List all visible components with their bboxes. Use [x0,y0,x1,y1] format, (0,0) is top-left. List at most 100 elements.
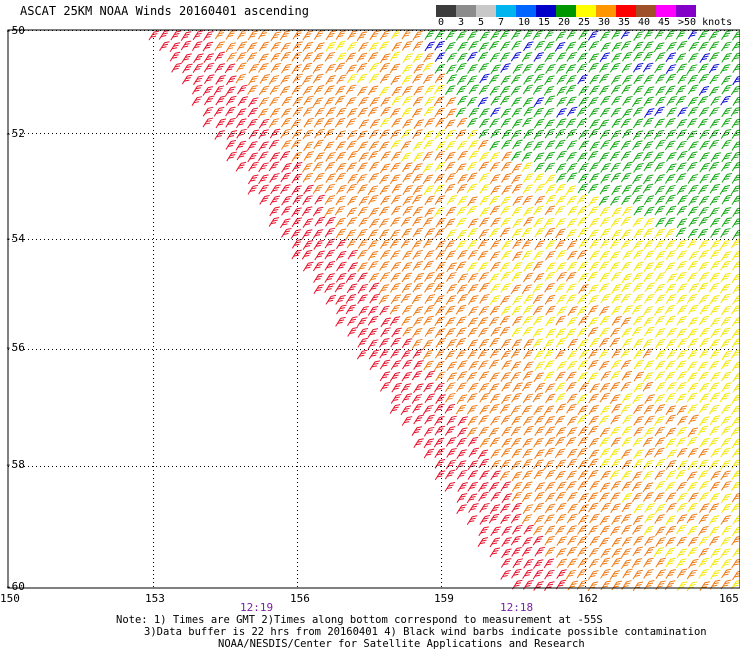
wind-barb [389,51,401,62]
wind-barb [567,306,578,316]
wind-barb [523,338,535,349]
wind-barb [653,547,665,557]
wind-barb [655,217,666,228]
wind-barb [303,151,314,161]
wind-barb [644,427,655,438]
wind-barb [390,29,402,40]
wind-barb [589,480,600,491]
wind-barb [543,217,555,228]
wind-barb [577,40,588,51]
wind-barb [555,579,567,590]
wind-barb [676,524,687,535]
wind-barb [424,271,435,282]
wind-barb [631,492,643,503]
wind-barb [611,548,622,558]
wind-barb [687,272,698,283]
wind-barb [555,217,567,228]
wind-barb [600,580,611,591]
wind-barb [710,569,721,580]
wind-barb [654,416,665,426]
wind-barb [346,108,358,118]
wind-barb [457,482,468,492]
wind-barb [380,327,391,338]
wind-barb [280,74,291,85]
wind-barb [544,383,556,393]
wind-barb [534,195,545,206]
wind-barb [687,382,699,393]
wind-barb [478,85,490,95]
wind-barb [533,250,544,261]
wind-barb [468,140,479,150]
wind-barb [391,117,402,128]
wind-barb [467,470,479,480]
wind-barb [676,150,688,161]
wind-barb [357,206,369,217]
wind-barb [677,460,688,471]
wind-barb [325,107,336,117]
wind-barb [588,404,599,415]
wind-barb [655,569,667,579]
wind-barb [600,42,611,53]
wind-barb [697,470,709,480]
wind-barb [545,184,556,194]
wind-barb [655,537,666,547]
wind-barb [600,548,611,559]
wind-barb [578,96,589,107]
wind-barb [609,261,621,272]
wind-barb [600,173,611,184]
wind-barb [698,294,710,305]
wind-barb [676,536,687,547]
lat-lon-grid [8,30,740,588]
wind-barb [466,205,478,216]
wind-barb [731,195,740,205]
wind-barb [356,228,368,239]
wind-barb [633,228,645,239]
wind-barb [490,185,501,196]
wind-barb [356,62,368,73]
wind-barb [598,283,610,293]
wind-barb [412,260,424,271]
wind-barb [588,449,600,460]
wind-barb [488,359,500,370]
wind-barb [721,525,733,536]
wind-barb [346,207,358,218]
wind-barb [588,415,599,426]
wind-barb [368,73,380,84]
wind-barb [303,184,314,195]
wind-barb [202,86,214,96]
wind-barb [367,52,379,62]
wind-barb [699,152,710,162]
wind-barb [721,117,732,128]
wind-barb [259,74,271,84]
wind-barb [268,75,280,85]
wind-barb [666,502,677,513]
wind-barb [456,284,468,295]
wind-barb [698,41,709,52]
wind-barb [567,535,578,546]
wind-barb [412,30,423,41]
wind-barb [720,327,731,338]
wind-barb [225,29,237,40]
wind-barb [269,152,280,163]
wind-barb [622,568,633,579]
wind-barb [467,64,478,74]
wind-barb [620,151,632,161]
wind-barb [632,217,644,228]
wind-barb [587,327,599,337]
wind-barb [622,206,633,217]
time-label-1219: 12:19 [240,601,274,614]
wind-barb [325,294,337,305]
wind-barb [599,107,611,118]
wind-barb [345,293,357,304]
wind-barb [534,415,545,426]
wind-barb [500,75,511,86]
wind-barb [720,447,731,458]
wind-barb [424,117,435,128]
wind-barb [577,426,589,437]
wind-barb [598,195,610,206]
wind-barb [698,569,709,579]
legend-label: 5 [478,17,485,28]
wind-barb [731,361,740,372]
wind-barb [588,458,599,469]
wind-barb [413,272,425,283]
